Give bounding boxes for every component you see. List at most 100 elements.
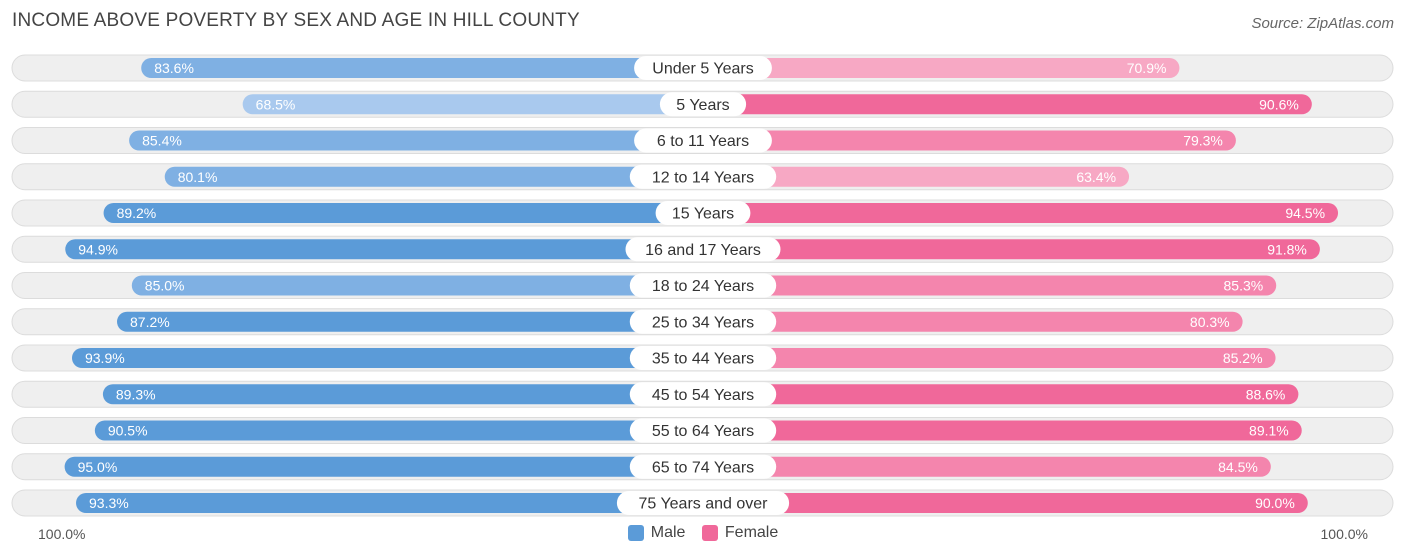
- chart-row: 80.1% 63.4% 12 to 14 Years: [11, 163, 1394, 191]
- bar-female[interactable]: [693, 166, 1130, 187]
- bar-male[interactable]: [103, 203, 714, 223]
- chart-row: 93.9% 85.2% 35 to 44 Years: [11, 344, 1394, 372]
- bar-female[interactable]: [693, 456, 1271, 477]
- data-label-male: 90.5%: [108, 423, 148, 439]
- axis-right-label: 100.0%: [1320, 526, 1368, 542]
- bar-female[interactable]: [693, 239, 1320, 260]
- category-label: 16 and 17 Years: [645, 242, 761, 259]
- category-pill: [629, 454, 777, 479]
- category-pill: [659, 92, 747, 117]
- legend-item-female[interactable]: Female: [701, 524, 779, 542]
- data-label-male: 95.0%: [78, 459, 118, 475]
- chart-row: 68.5% 90.6% 5 Years: [11, 90, 1394, 118]
- category-pill: [616, 491, 790, 515]
- chart-row: 85.4% 79.3% 6 to 11 Years: [11, 127, 1394, 154]
- data-label-female: 89.1%: [1249, 423, 1289, 439]
- data-label-female: 84.5%: [1218, 459, 1258, 475]
- chart-source: Source: ZipAtlas.com: [1251, 15, 1394, 32]
- category-label: 65 to 74 Years: [652, 459, 754, 476]
- category-label: 75 Years and over: [639, 496, 769, 513]
- data-label-female: 70.9%: [1127, 60, 1167, 76]
- bar-male[interactable]: [242, 94, 713, 115]
- data-label-male: 89.2%: [117, 205, 157, 221]
- category-label: 25 to 34 Years: [652, 314, 754, 331]
- category-pill: [634, 128, 772, 153]
- bar-female[interactable]: [693, 275, 1277, 296]
- legend: Male Female: [0, 524, 1406, 546]
- chart-row: 87.2% 80.3% 25 to 34 Years: [11, 308, 1394, 336]
- chart-title: INCOME ABOVE POVERTY BY SEX AND AGE IN H…: [12, 10, 580, 31]
- chart-row: 89.2% 94.5% 15 Years: [11, 199, 1394, 227]
- chart-row: 95.0% 84.5% 65 to 74 Years: [11, 453, 1394, 481]
- data-label-female: 94.5%: [1285, 205, 1325, 221]
- category-label: 45 to 54 Years: [652, 387, 754, 404]
- bar-male[interactable]: [164, 166, 713, 187]
- data-label-female: 91.8%: [1267, 241, 1307, 257]
- bar-chart: 83.6% 70.9% Under 5 Years 68.5% 90.6% 5 Years…: [11, 54, 1394, 517]
- data-label-male: 89.3%: [116, 386, 156, 402]
- chart-row: 85.0% 85.3% 18 to 24 Years: [11, 272, 1394, 299]
- bar-male[interactable]: [94, 420, 714, 441]
- category-pill: [629, 382, 777, 407]
- data-label-female: 63.4%: [1076, 169, 1116, 185]
- bar-female[interactable]: [693, 203, 1339, 223]
- legend-label-female: Female: [724, 524, 779, 541]
- bar-male[interactable]: [71, 348, 713, 368]
- category-pill: [629, 309, 777, 334]
- data-label-male: 85.4%: [142, 133, 182, 149]
- category-label: 5 Years: [676, 97, 729, 114]
- bar-male[interactable]: [141, 58, 713, 78]
- data-label-male: 85.0%: [145, 278, 185, 294]
- legend-swatch-female: [701, 525, 718, 541]
- chart-row: 94.9% 91.8% 16 and 17 Years: [11, 235, 1394, 263]
- data-label-male: 80.1%: [178, 169, 218, 185]
- category-label: Under 5 Years: [652, 61, 753, 78]
- legend-item-male[interactable]: Male: [627, 524, 685, 542]
- category-pill: [629, 346, 777, 370]
- category-pill: [625, 237, 781, 262]
- bar-male[interactable]: [65, 239, 714, 260]
- data-label-female: 79.3%: [1183, 133, 1223, 149]
- bar-female[interactable]: [693, 311, 1243, 332]
- bar-male[interactable]: [117, 311, 714, 332]
- axis-left-label: 100.0%: [38, 526, 86, 542]
- data-label-female: 90.0%: [1255, 495, 1295, 511]
- bar-female[interactable]: [693, 130, 1236, 151]
- category-label: 12 to 14 Years: [652, 169, 754, 186]
- category-label: 55 to 64 Years: [652, 423, 754, 440]
- data-label-female: 80.3%: [1190, 314, 1230, 330]
- category-pill: [629, 164, 777, 189]
- data-label-female: 88.6%: [1246, 386, 1286, 402]
- chart-row: 90.5% 89.1% 55 to 64 Years: [11, 417, 1394, 444]
- category-pill: [629, 273, 777, 298]
- bar-male[interactable]: [102, 384, 714, 405]
- bar-female[interactable]: [693, 384, 1299, 405]
- data-label-male: 68.5%: [256, 96, 296, 112]
- bar-male[interactable]: [76, 493, 714, 513]
- category-label: 15 Years: [672, 206, 734, 223]
- bar-female[interactable]: [693, 420, 1302, 441]
- category-label: 6 to 11 Years: [657, 133, 749, 150]
- bar-female[interactable]: [693, 58, 1180, 78]
- category-pill: [655, 201, 751, 225]
- bar-male[interactable]: [64, 456, 714, 477]
- data-label-male: 93.9%: [85, 350, 125, 366]
- chart-row: 93.3% 90.0% 75 Years and over: [11, 489, 1394, 517]
- chart-row: 89.3% 88.6% 45 to 54 Years: [11, 380, 1394, 408]
- legend-swatch-male: [627, 525, 644, 541]
- data-label-female: 90.6%: [1259, 96, 1299, 112]
- bar-female[interactable]: [693, 493, 1308, 513]
- bar-female[interactable]: [693, 348, 1276, 368]
- data-label-male: 87.2%: [130, 314, 170, 330]
- data-label-male: 83.6%: [154, 60, 194, 76]
- data-label-female: 85.2%: [1223, 350, 1263, 366]
- category-label: 18 to 24 Years: [652, 278, 754, 295]
- data-label-female: 85.3%: [1224, 278, 1264, 294]
- category-pill: [629, 418, 777, 443]
- bar-female[interactable]: [693, 94, 1312, 115]
- category-pill: [634, 56, 772, 80]
- bar-male[interactable]: [129, 130, 713, 151]
- data-label-male: 93.3%: [89, 495, 129, 511]
- bar-male[interactable]: [131, 275, 714, 296]
- chart-row: 83.6% 70.9% Under 5 Years: [11, 54, 1394, 82]
